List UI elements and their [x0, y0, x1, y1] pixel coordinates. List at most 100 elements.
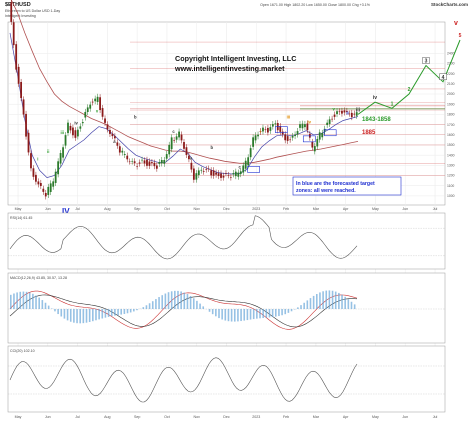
macd-panel-frame: [7, 272, 446, 344]
candle-body: [353, 113, 356, 115]
rsi-line: [9, 215, 358, 260]
candle-body: [79, 126, 82, 129]
candle-body: [39, 182, 42, 187]
candle-body: [32, 168, 35, 177]
candle-body: [338, 111, 341, 113]
candle-body: [217, 173, 220, 177]
candle-body: [67, 122, 69, 134]
wave-IV-label: IV: [62, 207, 70, 216]
month-tick-label: Aug: [104, 415, 110, 419]
macd-histogram-bar: [13, 293, 15, 309]
macd-histogram-bar: [319, 292, 321, 309]
candle-body: [306, 123, 309, 131]
candle-body: [52, 181, 55, 187]
macd-histogram-bar: [186, 294, 189, 309]
candle-body: [279, 126, 282, 132]
macd-histogram-bar: [133, 309, 135, 312]
month-tick-label: May: [372, 207, 379, 211]
candle-body: [225, 173, 227, 174]
macd-histogram-bar: [246, 309, 249, 321]
month-tick-label: Jul: [75, 415, 80, 419]
candle-body: [348, 113, 351, 115]
candle-body: [155, 165, 158, 169]
macd-histogram-bar: [10, 294, 12, 309]
price-tick-label: 1700: [447, 123, 455, 127]
candle-body: [35, 174, 37, 182]
macd-histogram-bar: [218, 309, 220, 319]
macd-histogram-bar: [202, 306, 205, 309]
candle-body: [84, 111, 87, 118]
candle-body: [229, 177, 232, 178]
macd-histogram-bar: [183, 292, 186, 309]
macd-histogram-bar: [136, 309, 138, 311]
wave-label: ii: [47, 149, 49, 154]
candle-body: [220, 173, 222, 178]
cci-panel: CCI(20) 102.10: [7, 345, 446, 413]
candle-body: [304, 124, 306, 128]
candle-body: [227, 175, 230, 176]
ticker-label: $ETHUSD: [5, 2, 31, 8]
macd-histogram-bar: [297, 307, 299, 309]
forecast-line: [357, 39, 461, 115]
candle-body: [163, 159, 166, 164]
candle-body: [197, 170, 200, 176]
target-zone-lines: [130, 41, 445, 176]
macd-histogram-bar: [274, 309, 277, 317]
candle-body: [81, 122, 84, 124]
candle-body: [89, 104, 92, 109]
candle-body: [76, 129, 79, 137]
macd-histogram-bar: [208, 309, 211, 312]
candle-body: [232, 173, 235, 175]
candle-body: [22, 99, 25, 115]
month-tick-label: Jul: [433, 415, 438, 419]
price-tick-label: 1200: [447, 174, 455, 178]
wave-label: iii: [287, 115, 291, 120]
month-tick-label: Jun: [402, 415, 408, 419]
macd-histogram-bar: [268, 309, 271, 318]
price-axis: 2400230022002100200019001800170016001500…: [447, 51, 455, 198]
macd-histogram-bar: [47, 305, 50, 309]
price-tick-label: 2200: [447, 72, 455, 76]
forecast-target-box: [247, 166, 260, 173]
macd-histogram-bar: [114, 309, 116, 316]
candle-body: [101, 108, 104, 117]
price-tick-label: 1100: [447, 184, 454, 188]
forecast-wave-label: 5: [459, 33, 462, 39]
macd-histogram-bar: [174, 290, 176, 309]
candle-body: [313, 146, 316, 152]
candle-body: [242, 165, 245, 173]
wave-label: v: [96, 108, 99, 113]
macd-histogram-bar: [281, 309, 283, 316]
macd-histogram-bar: [233, 309, 236, 322]
candle-body: [72, 127, 74, 136]
macd-histogram-bar: [196, 300, 198, 309]
candle-body: [318, 132, 321, 140]
wave-label: ii: [346, 111, 348, 116]
cci-panel-frame: [7, 345, 446, 413]
macd-histogram-bar: [120, 309, 123, 315]
month-tick-label: Nov: [194, 415, 201, 419]
candle-body: [173, 140, 176, 141]
candle-body: [262, 127, 264, 132]
month-tick-label: May: [372, 415, 379, 419]
macd-histogram-bar: [353, 304, 356, 309]
blue-note-line-2: zones: all were reached.: [296, 188, 356, 194]
candle-body: [239, 171, 242, 175]
candle-body: [316, 138, 319, 147]
candle-body: [274, 123, 277, 125]
macd-histogram-bar: [60, 309, 63, 317]
macd-histogram-bar: [76, 309, 78, 324]
candle-body: [289, 139, 292, 141]
candle-body: [336, 111, 338, 115]
forecast-target-box: [275, 126, 288, 133]
macd-histogram-bar: [85, 309, 88, 323]
forecast-wave-label: 1: [391, 101, 394, 107]
month-tick-label: Apr: [343, 207, 349, 211]
macd-histogram-bar: [249, 309, 252, 320]
macd-histogram-bar: [199, 303, 201, 309]
candle-body: [212, 170, 215, 176]
month-tick-label: 2023: [252, 207, 260, 211]
month-tick-label: Sep: [134, 207, 140, 211]
